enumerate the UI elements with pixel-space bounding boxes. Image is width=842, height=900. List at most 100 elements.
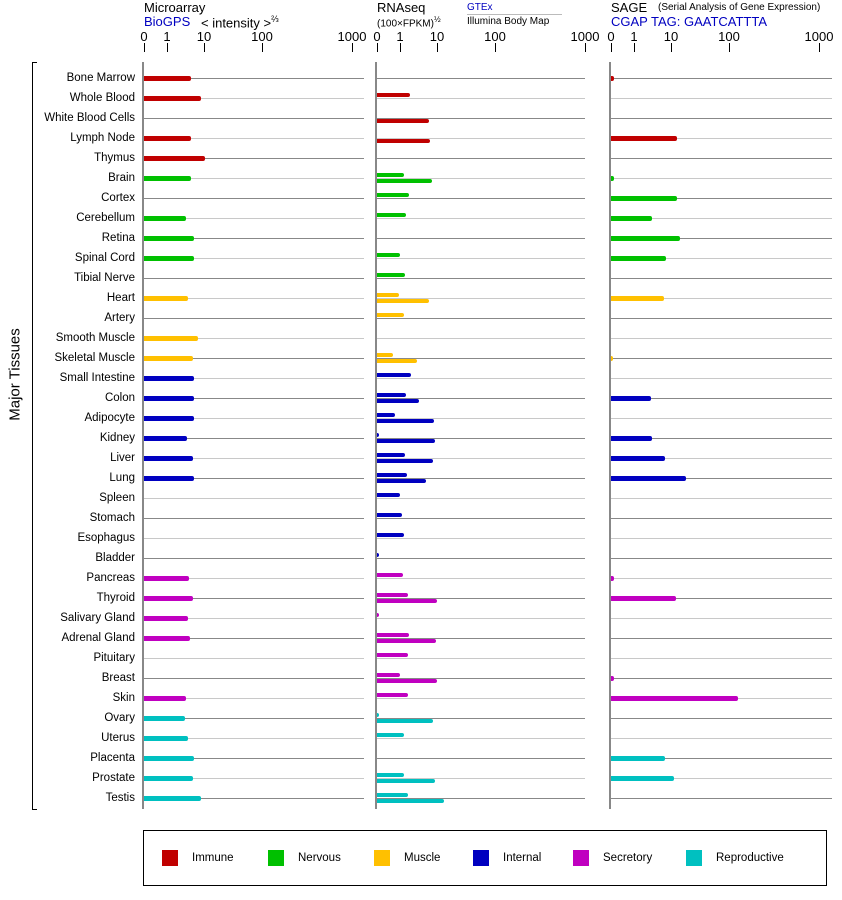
illumina-bar bbox=[377, 179, 432, 183]
sage-bar bbox=[611, 696, 739, 701]
gtex-bar bbox=[377, 673, 400, 677]
sage-row-line bbox=[611, 718, 832, 719]
microarray-tick bbox=[144, 43, 145, 52]
sage-axis-line bbox=[609, 62, 611, 809]
microarray-row-line bbox=[144, 578, 364, 579]
microarray-bar bbox=[144, 716, 186, 721]
gtex-bar bbox=[377, 393, 406, 397]
tissue-bracket bbox=[32, 62, 37, 810]
microarray-row-line bbox=[144, 78, 364, 79]
gtex-bar bbox=[377, 513, 403, 517]
rnaseq-row-line bbox=[377, 698, 585, 699]
rnaseq-tick bbox=[377, 43, 378, 52]
microarray-bar bbox=[144, 636, 190, 641]
biogps-link[interactable]: BioGPS bbox=[144, 14, 191, 29]
sage-row-line bbox=[611, 78, 832, 79]
legend-swatch-internal bbox=[473, 850, 489, 866]
sage-row-line bbox=[611, 398, 832, 399]
gtex-bar bbox=[377, 93, 411, 97]
microarray-row-line bbox=[144, 378, 364, 379]
sage-row-line bbox=[611, 278, 832, 279]
sage-bar bbox=[611, 216, 653, 221]
rnaseq-row-line bbox=[377, 618, 585, 619]
sage-tick-label: 1 bbox=[630, 29, 638, 44]
microarray-row-line bbox=[144, 678, 364, 679]
tissue-label: Spinal Cord bbox=[74, 252, 135, 264]
tissue-label: Skin bbox=[112, 692, 135, 704]
illumina-bar bbox=[377, 639, 436, 643]
gtex-link[interactable]: GTEx bbox=[467, 2, 493, 13]
sage-tick bbox=[634, 43, 635, 52]
sage-row-line bbox=[611, 638, 832, 639]
microarray-row-line bbox=[144, 798, 364, 799]
sage-bar bbox=[611, 356, 613, 361]
microarray-title: Microarray bbox=[144, 0, 206, 15]
gtex-bar bbox=[377, 413, 396, 417]
microarray-row-line bbox=[144, 278, 364, 279]
microarray-bar bbox=[144, 176, 191, 181]
microarray-tick-label: 10 bbox=[196, 29, 212, 44]
microarray-row-line bbox=[144, 538, 364, 539]
sage-row-line bbox=[611, 798, 832, 799]
gtex-bar bbox=[377, 213, 406, 217]
rnaseq-tick bbox=[585, 43, 586, 52]
microarray-row-line bbox=[144, 738, 364, 739]
rnaseq-row-line bbox=[377, 358, 585, 359]
illumina-bar bbox=[377, 139, 430, 143]
rnaseq-axis-line bbox=[375, 62, 377, 809]
legend-label-secretory: Secretory bbox=[603, 852, 653, 864]
gtex-bar bbox=[377, 313, 404, 317]
tissue-label: Skeletal Muscle bbox=[54, 352, 135, 364]
microarray-row-line bbox=[144, 458, 364, 459]
unit-text: (100×FPKM) bbox=[377, 18, 434, 30]
microarray-row-line bbox=[144, 298, 364, 299]
sage-bar bbox=[611, 236, 681, 241]
rnaseq-row-line bbox=[377, 658, 585, 659]
microarray-bar bbox=[144, 136, 191, 141]
microarray-tick bbox=[262, 43, 263, 52]
sage-row-line bbox=[611, 378, 832, 379]
microarray-row-line bbox=[144, 638, 364, 639]
rnaseq-row-line bbox=[377, 718, 585, 719]
sage-row-line bbox=[611, 658, 832, 659]
gtex-bar bbox=[377, 553, 379, 557]
rnaseq-row-line bbox=[377, 638, 585, 639]
rnaseq-row-line bbox=[377, 258, 585, 259]
microarray-bar bbox=[144, 236, 194, 241]
illumina-bar bbox=[377, 719, 433, 723]
microarray-row-line bbox=[144, 478, 364, 479]
sage-bar bbox=[611, 476, 686, 481]
illumina-link[interactable]: Illumina Body Map bbox=[467, 16, 550, 27]
rnaseq-tick-label: 1 bbox=[396, 29, 404, 44]
rnaseq-row-line bbox=[377, 118, 585, 119]
gtex-bar bbox=[377, 533, 404, 537]
sage-row-line bbox=[611, 498, 832, 499]
rnaseq-tick-label: 1000 bbox=[570, 29, 600, 44]
gtex-bar bbox=[377, 713, 379, 717]
sage-row-line bbox=[611, 338, 832, 339]
gtex-bar bbox=[377, 253, 400, 257]
microarray-tick-label: 100 bbox=[251, 29, 273, 44]
microarray-row-line bbox=[144, 418, 364, 419]
sage-row-line bbox=[611, 738, 832, 739]
tissue-label: Colon bbox=[104, 392, 135, 404]
microarray-bar bbox=[144, 416, 194, 421]
sage-row-line bbox=[611, 298, 832, 299]
microarray-tick bbox=[204, 43, 205, 52]
rnaseq-tick bbox=[495, 43, 496, 52]
microarray-tick-label: 1 bbox=[163, 29, 171, 44]
rnaseq-row-line bbox=[377, 78, 585, 79]
sage-row-line bbox=[611, 418, 832, 419]
gtex-bar bbox=[377, 693, 409, 697]
cgap-tag-link[interactable]: CGAP TAG: GAATCATTTA bbox=[611, 14, 768, 29]
tissue-label: Kidney bbox=[99, 432, 135, 444]
sage-bar bbox=[611, 436, 653, 441]
illumina-bar bbox=[377, 479, 426, 483]
microarray-tick-label: 0 bbox=[140, 29, 148, 44]
rnaseq-tick bbox=[437, 43, 438, 52]
rnaseq-tick-label: 0 bbox=[373, 29, 381, 44]
rnaseq-row-line bbox=[377, 178, 585, 179]
gtex-bar bbox=[377, 373, 411, 377]
gtex-bar bbox=[377, 773, 404, 777]
microarray-row-line bbox=[144, 258, 364, 259]
